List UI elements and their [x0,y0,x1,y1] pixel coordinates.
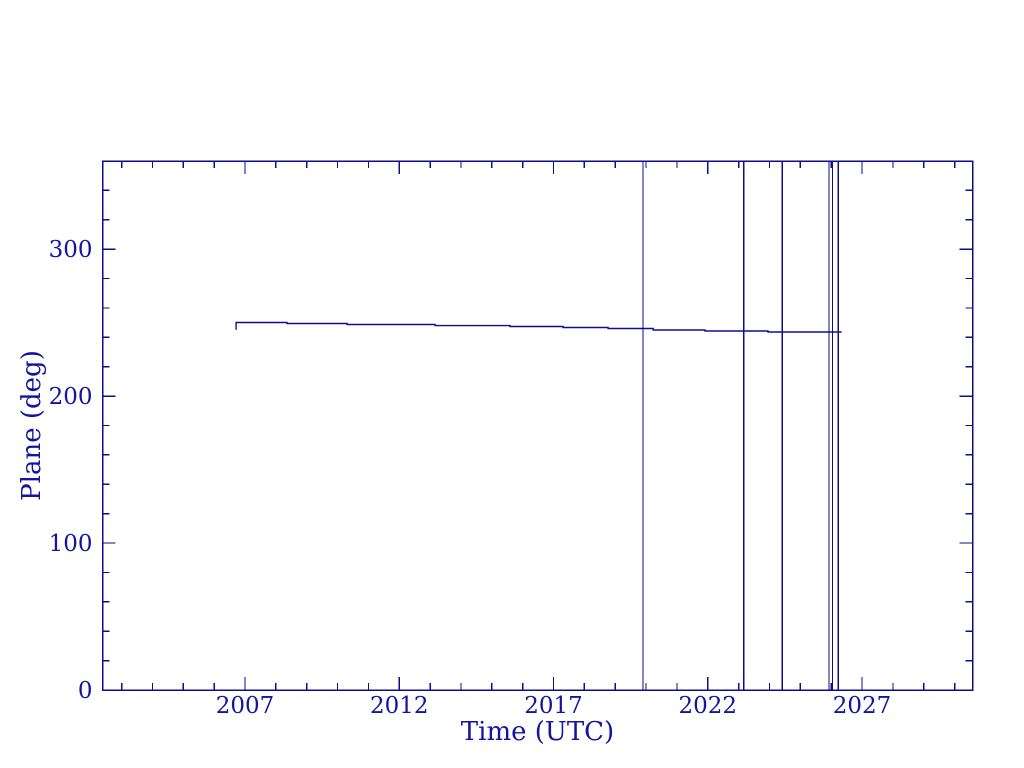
y-tick-label: 0 [78,678,93,704]
x-tick-label: 2012 [370,693,429,719]
y-tick-label: 200 [49,384,93,410]
y-axis-title: Plane (deg) [17,350,47,501]
x-tick-label: 2007 [216,693,275,719]
x-tick-label: 2022 [679,693,738,719]
x-axis-title: Time (UTC) [461,717,614,747]
x-tick-label: 2027 [833,693,892,719]
data-series-line [235,321,842,333]
y-tick-label: 100 [49,531,93,557]
y-tick-label: 300 [49,237,93,263]
chart-generated-content: 2007 2012 2017 2022 2027 0 100 200 300 [49,160,974,719]
plot-frame [101,160,974,691]
x-tick-label: 2017 [524,693,583,719]
